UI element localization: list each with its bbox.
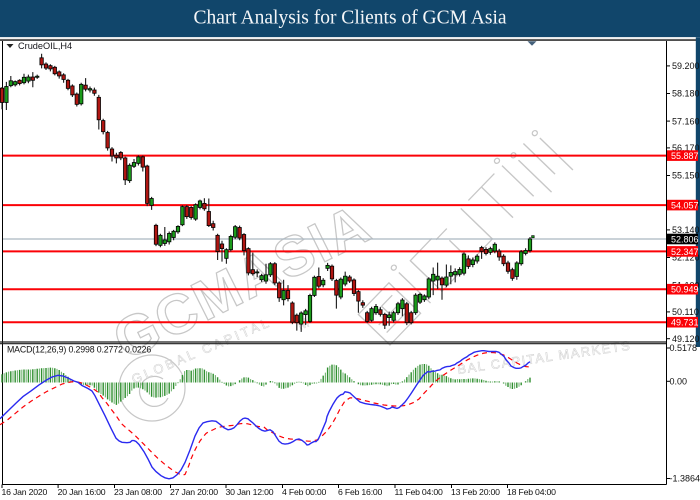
svg-text:0.5178: 0.5178 bbox=[670, 343, 698, 353]
svg-text:27 Jan 20:00: 27 Jan 20:00 bbox=[170, 487, 218, 497]
svg-text:49.120: 49.120 bbox=[672, 334, 700, 344]
svg-text:59.200: 59.200 bbox=[672, 61, 700, 71]
svg-text:18 Feb 04:00: 18 Feb 04:00 bbox=[507, 487, 556, 497]
svg-text:20 Jan 16:00: 20 Jan 16:00 bbox=[58, 487, 106, 497]
svg-text:57.160: 57.160 bbox=[672, 116, 700, 126]
svg-text:56.170: 56.170 bbox=[672, 143, 700, 153]
svg-text:58.180: 58.180 bbox=[672, 89, 700, 99]
svg-text:30 Jan 12:00: 30 Jan 12:00 bbox=[226, 487, 274, 497]
svg-text:4 Feb 00:00: 4 Feb 00:00 bbox=[282, 487, 327, 497]
svg-text:53.140: 53.140 bbox=[672, 225, 700, 235]
svg-text:50.949: 50.949 bbox=[671, 285, 699, 295]
svg-text:Chart Analysis for Clients of: Chart Analysis for Clients of GCM Asia bbox=[193, 8, 506, 29]
svg-text:13 Feb 20:00: 13 Feb 20:00 bbox=[451, 487, 500, 497]
svg-text:0.00: 0.00 bbox=[670, 377, 688, 387]
svg-text:CrudeOIL,H4: CrudeOIL,H4 bbox=[18, 41, 72, 51]
svg-text:50.110: 50.110 bbox=[672, 307, 699, 317]
svg-text:6 Feb 16:00: 6 Feb 16:00 bbox=[338, 487, 383, 497]
svg-text:MACD(12,26,9) 0.2998 0.2772 0.: MACD(12,26,9) 0.2998 0.2772 0.0226 bbox=[7, 345, 151, 355]
svg-text:52.806: 52.806 bbox=[671, 234, 699, 244]
svg-text:54.057: 54.057 bbox=[671, 201, 699, 211]
svg-text:52.347: 52.347 bbox=[671, 247, 699, 257]
svg-text:16 Jan 2020: 16 Jan 2020 bbox=[2, 487, 48, 497]
svg-text:23 Jan 08:00: 23 Jan 08:00 bbox=[114, 487, 162, 497]
svg-text:55.150: 55.150 bbox=[672, 171, 700, 181]
svg-text:52.120: 52.120 bbox=[672, 253, 700, 263]
svg-text:-1.3864: -1.3864 bbox=[670, 474, 700, 484]
svg-text:55.887: 55.887 bbox=[671, 151, 699, 161]
svg-text:49.731: 49.731 bbox=[671, 318, 699, 328]
svg-text:11 Feb 04:00: 11 Feb 04:00 bbox=[395, 487, 444, 497]
